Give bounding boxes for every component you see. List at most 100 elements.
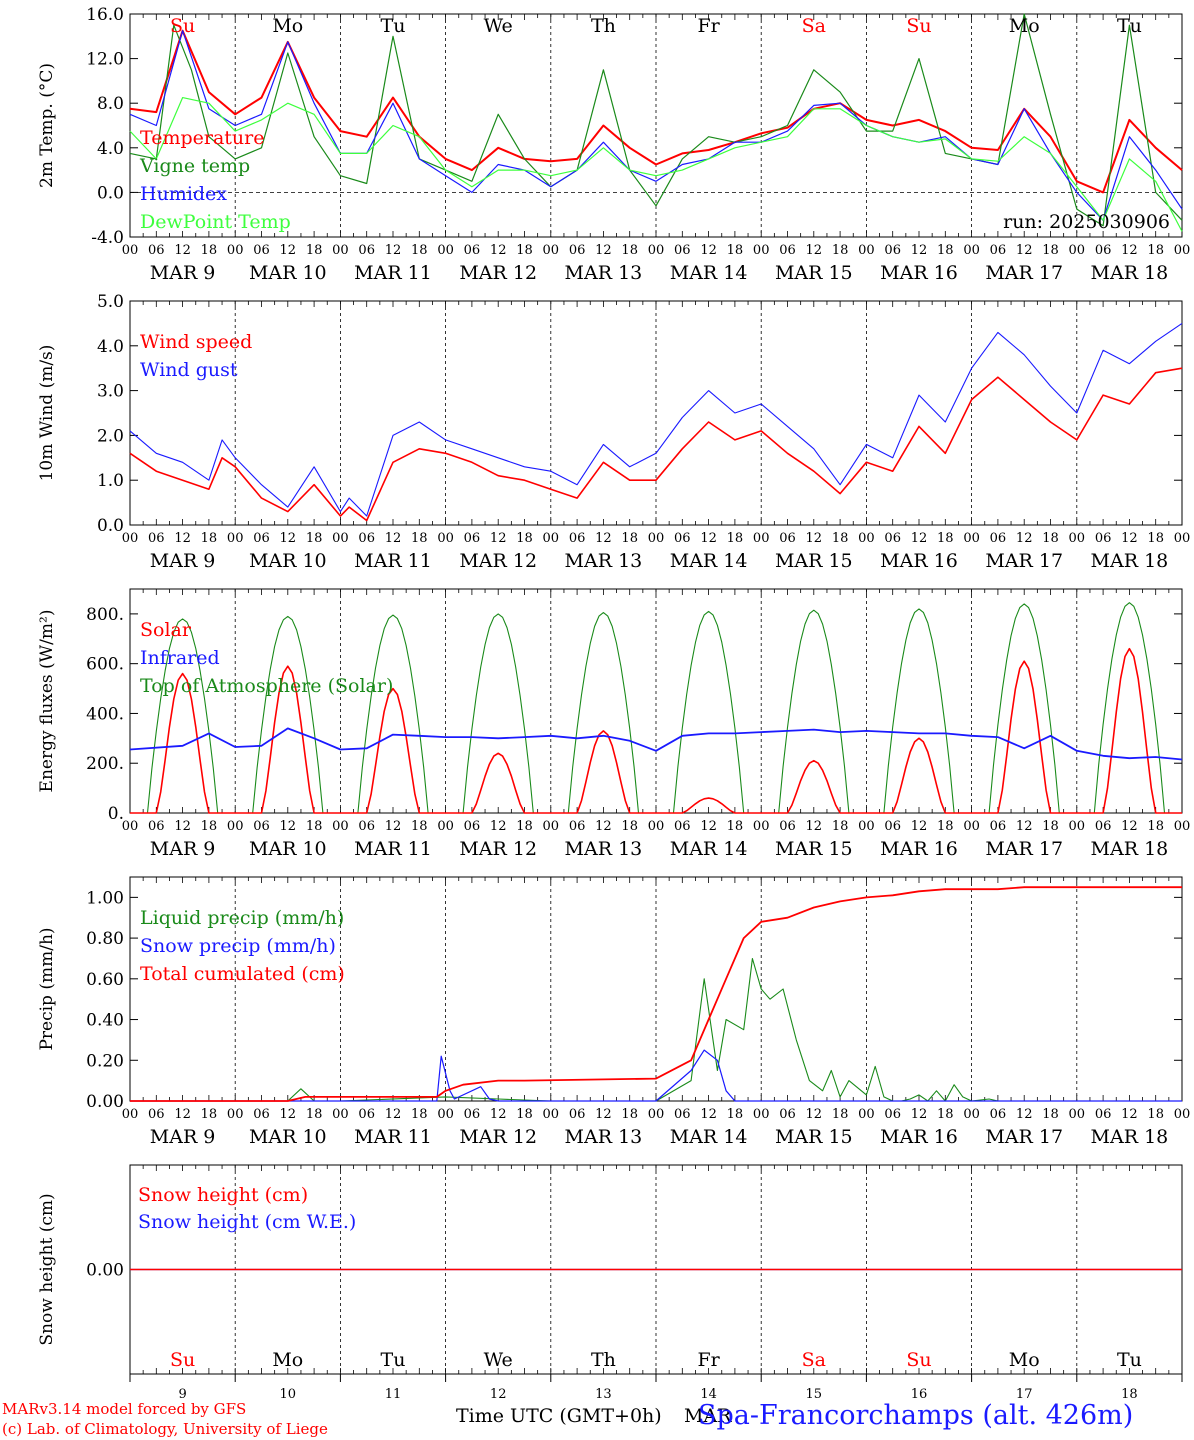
x-hour-label: 18: [1147, 531, 1164, 546]
x-hour-label: 06: [1095, 531, 1112, 546]
weekday-label: We: [484, 15, 513, 37]
x-hour-label: 00: [543, 531, 560, 546]
x-hour-label: 12: [174, 243, 191, 258]
x-day-label: MAR 17: [985, 1126, 1063, 1148]
x-hour-label: 00: [753, 819, 770, 834]
x-hour-label: 12: [490, 531, 507, 546]
y-axis-label: 2m Temp. (°C): [37, 63, 57, 188]
panel-frame-2: [129, 300, 1183, 526]
legend-entry: Total cumulated (cm): [140, 963, 345, 985]
x-day-label: MAR 13: [565, 262, 643, 284]
x-day-label: MAR 14: [670, 262, 748, 284]
x-hour-label: 12: [1121, 243, 1138, 258]
x-hour-label: 18: [1147, 1107, 1164, 1122]
panel-frame-3: [129, 588, 1183, 814]
x-hour-label: 12: [174, 819, 191, 834]
x-hour-label: 18: [201, 531, 218, 546]
x-hour-label: 06: [779, 819, 796, 834]
x-hour-label: 18: [411, 819, 428, 834]
day-number: 10: [280, 1387, 297, 1402]
y-axis-label: 10m Wind (m/s): [37, 345, 57, 482]
x-hour-label: 12: [806, 531, 823, 546]
x-hour-label: 12: [174, 531, 191, 546]
weekday-label: Su: [906, 15, 931, 37]
weekday-label: Mo: [1009, 15, 1040, 37]
x-hour-label: 00: [963, 819, 980, 834]
x-hour-label: 00: [858, 531, 875, 546]
x-day-label: MAR 15: [775, 550, 853, 572]
legend-entry: Temperature: [140, 127, 264, 149]
x-day-label: MAR 11: [354, 838, 432, 860]
x-hour-label: 18: [201, 819, 218, 834]
station-title: Spa-Francorchamps (alt. 426m): [698, 1400, 1134, 1431]
y-tick-label: 600.: [86, 655, 124, 675]
wind-speed-line: [129, 367, 1183, 522]
x-hour-label: 18: [937, 531, 954, 546]
x-hour-label: 12: [490, 819, 507, 834]
dewpoint-line: [129, 96, 1183, 232]
y-tick-label: 4.0: [97, 139, 124, 159]
snow-precip-line: [130, 1049, 1182, 1102]
x-hour-label: 18: [411, 1107, 428, 1122]
x-hour-label: 06: [990, 243, 1007, 258]
x-hour-label: 00: [227, 819, 244, 834]
x-day-label: MAR 10: [249, 262, 327, 284]
x-hour-label: 12: [280, 531, 297, 546]
x-hour-label: 00: [122, 1107, 139, 1122]
x-hour-label: 00: [122, 531, 139, 546]
x-hour-label: 06: [1095, 243, 1112, 258]
weekday-label: Mo: [1009, 1349, 1040, 1371]
y-axis-label: Energy fluxes (W/m²): [37, 610, 57, 793]
x-hour-label: 06: [569, 243, 586, 258]
x-hour-label: 06: [253, 819, 270, 834]
x-hour-label: 00: [227, 243, 244, 258]
x-day-label: MAR 13: [565, 550, 643, 572]
x-hour-label: 06: [148, 1107, 165, 1122]
x-day-label: MAR 9: [150, 550, 216, 572]
y-tick-label: 0.20: [86, 1051, 124, 1071]
x-day-label: MAR 14: [670, 838, 748, 860]
x-hour-label: 18: [621, 1107, 638, 1122]
x-hour-label: 18: [411, 531, 428, 546]
weekday-label: Sa: [802, 15, 826, 37]
x-hour-label: 18: [516, 1107, 533, 1122]
x-hour-label: 00: [437, 531, 454, 546]
x-hour-label: 06: [464, 531, 481, 546]
x-hour-label: 12: [806, 1107, 823, 1122]
x-hour-label: 12: [911, 819, 928, 834]
x-hour-label: 00: [1069, 1107, 1086, 1122]
x-hour-label: 06: [990, 531, 1007, 546]
weekday-label: Tu: [1117, 15, 1142, 37]
x-hour-label: 06: [674, 243, 691, 258]
x-hour-label: 12: [595, 531, 612, 546]
x-hour-label: 12: [1016, 1107, 1033, 1122]
x-hour-label: 12: [385, 819, 402, 834]
run-label: run: 2025030906: [1003, 211, 1170, 233]
infrared-line: [129, 727, 1183, 761]
x-hour-label: 00: [1174, 243, 1191, 258]
x-hour-label: 18: [1042, 243, 1059, 258]
x-hour-label: 18: [832, 1107, 849, 1122]
x-hour-label: 06: [884, 1107, 901, 1122]
weekday-label: Fr: [697, 15, 720, 37]
temperature-line: [129, 29, 1183, 194]
weekday-label: Sa: [802, 1349, 826, 1371]
x-hour-label: 00: [1174, 531, 1191, 546]
x-hour-label: 18: [516, 531, 533, 546]
x-hour-label: 12: [174, 1107, 191, 1122]
x-hour-label: 00: [1174, 1107, 1191, 1122]
x-day-label: MAR 10: [249, 838, 327, 860]
x-hour-label: 12: [385, 243, 402, 258]
y-tick-label: 0.60: [86, 970, 124, 990]
x-hour-label: 06: [358, 1107, 375, 1122]
legend-entry: Snow height (cm): [138, 1184, 308, 1206]
x-day-label: MAR 17: [985, 262, 1063, 284]
x-hour-label: 06: [569, 531, 586, 546]
x-day-label: MAR 11: [354, 550, 432, 572]
weekday-label: Th: [591, 1349, 616, 1371]
x-hour-label: 06: [148, 531, 165, 546]
solar-line: [130, 647, 1182, 814]
x-hour-label: 18: [516, 243, 533, 258]
x-hour-label: 12: [911, 1107, 928, 1122]
x-day-label: MAR 15: [775, 262, 853, 284]
